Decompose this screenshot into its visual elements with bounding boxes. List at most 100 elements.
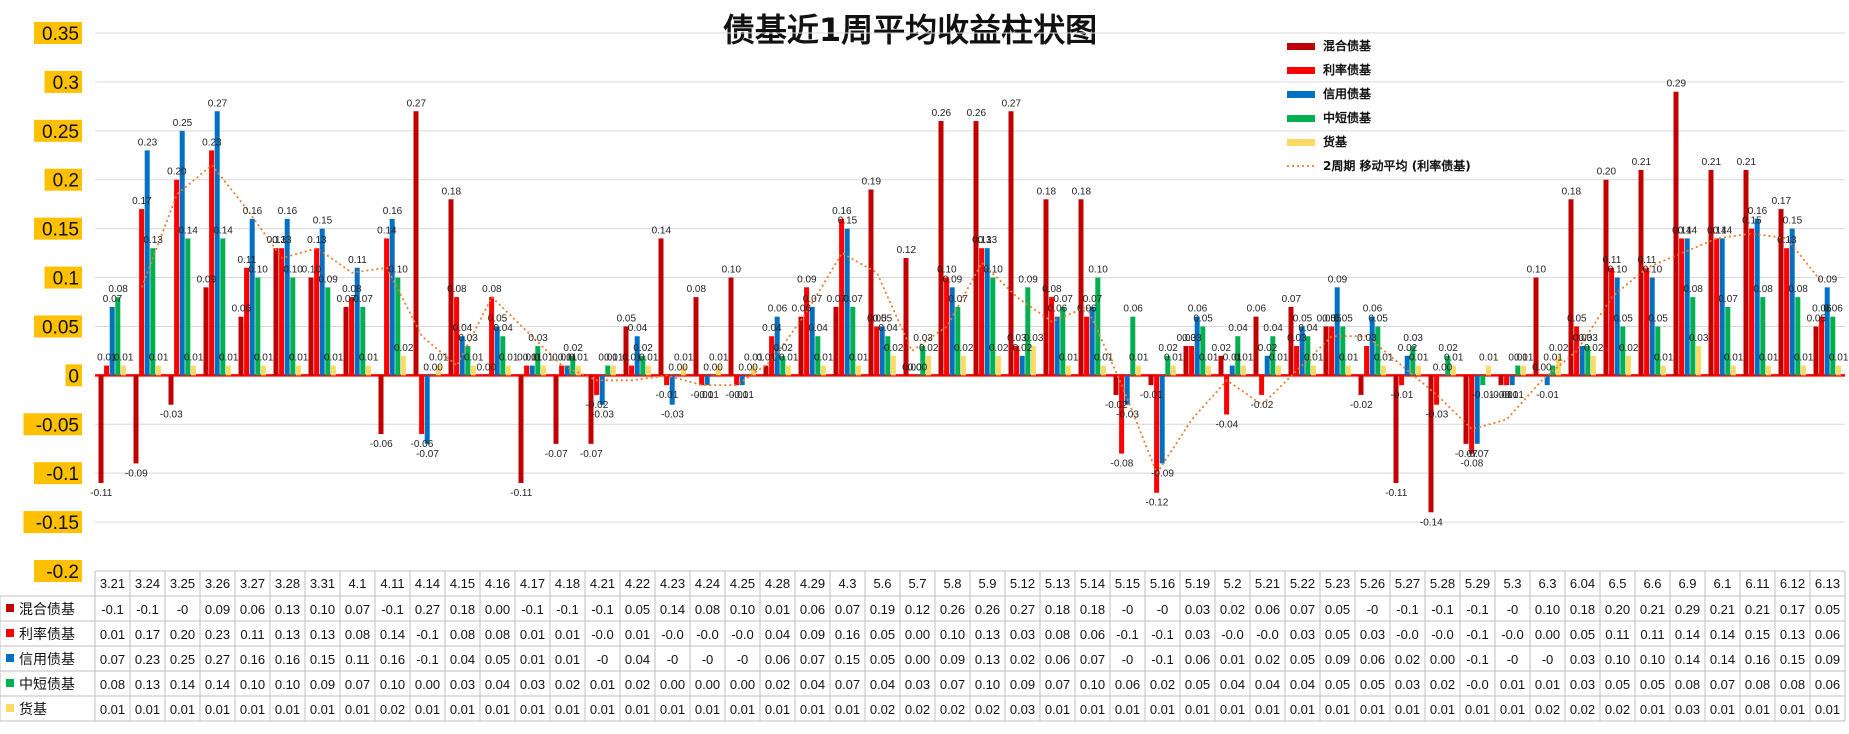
bar	[1119, 375, 1125, 454]
table-cell: 0.00	[1535, 627, 1560, 642]
data-label: 0.16	[1748, 206, 1768, 217]
bar	[1205, 365, 1211, 376]
bar	[1679, 238, 1685, 376]
bars	[98, 91, 1841, 513]
table-cell: -0	[1122, 652, 1134, 667]
table-cell: 0.06	[1360, 652, 1385, 667]
ytick-label: 0.2	[53, 171, 79, 192]
table-cell: 0.14	[1710, 627, 1735, 642]
bar	[244, 267, 250, 376]
bar	[1485, 365, 1491, 376]
table-cell: 0.10	[940, 627, 965, 642]
bar	[710, 375, 716, 376]
data-label: 0.14	[1707, 225, 1727, 236]
table-cell: 0.06	[1045, 652, 1070, 667]
bar	[150, 248, 156, 376]
table-cell: 0.27	[205, 652, 230, 667]
data-label: 0.04	[878, 323, 898, 334]
data-label: 0.08	[687, 284, 707, 295]
data-label: 0.16	[383, 206, 403, 217]
table-cell: 0.06	[1815, 627, 1840, 642]
data-label: 0.08	[447, 284, 467, 295]
bar	[343, 306, 349, 376]
bar	[489, 297, 495, 376]
table-cell: 0.01	[135, 702, 160, 717]
bar	[745, 375, 751, 376]
data-label: -0.07	[1455, 449, 1478, 460]
category-label: 4.21	[590, 576, 615, 591]
bar	[1609, 267, 1615, 376]
table-cell: 0.05	[1640, 677, 1665, 692]
y-axis: 0.35 0.3 0.25 0.2 0.15 0.1 0.05 0 -0.05 -0.1 -0.15…	[23, 22, 82, 583]
bar	[1305, 336, 1311, 376]
data-label: 0.01	[464, 353, 484, 364]
table-cell: 0.07	[345, 602, 370, 617]
category-label: 4.18	[555, 576, 580, 591]
table-cell: 0.01	[1185, 702, 1210, 717]
category-label: 5.22	[1290, 576, 1315, 591]
data-label: 0.18	[1037, 186, 1057, 197]
ytick-highlight	[34, 217, 82, 240]
data-label: -0.01	[691, 390, 714, 401]
bar	[1194, 316, 1200, 376]
table-series-name: 混合债基	[19, 601, 75, 618]
data-label: 0.15	[1783, 216, 1803, 227]
ytick-label: 0.3	[53, 73, 79, 94]
legend-swatch	[1287, 115, 1315, 122]
table-cell: 0.03	[1570, 652, 1595, 667]
bar	[704, 375, 710, 386]
data-label: 0.10	[1608, 265, 1628, 276]
bar	[1183, 346, 1189, 376]
bar	[1520, 365, 1526, 376]
table-cell: 0.13	[1780, 627, 1805, 642]
table-cell: 0.03	[1010, 627, 1035, 642]
data-label: -0.07	[545, 449, 568, 460]
ytick-label: 0	[68, 366, 79, 387]
table-cell: 0.05	[1605, 677, 1630, 692]
table-cell: 0.00	[660, 677, 685, 692]
data-label: 0.09	[1818, 274, 1838, 285]
table-cell: 0.06	[240, 602, 265, 617]
table-series-key	[6, 654, 14, 662]
data-label: 0.01	[757, 353, 777, 364]
data-label: 0.13	[143, 235, 163, 246]
data-label: 0.11	[348, 255, 367, 266]
table-series-name: 中短债基	[19, 676, 75, 693]
bar	[1135, 365, 1141, 376]
data-label: 0.19	[862, 177, 882, 188]
data-label: -0.07	[580, 449, 603, 460]
table-cell: 0.01	[205, 702, 230, 717]
table-cell: 0.15	[1780, 652, 1805, 667]
ytick-label: -0.15	[36, 513, 79, 534]
data-label: 0.01	[744, 353, 764, 364]
bar	[570, 355, 576, 376]
bar	[1800, 365, 1806, 376]
table-cell: -0.1	[1116, 627, 1138, 642]
table-cell: 0.01	[1045, 702, 1070, 717]
data-label: 0.01	[598, 353, 618, 364]
data-label: 0.01	[779, 353, 799, 364]
bar	[249, 218, 255, 376]
data-label: 0.01	[114, 353, 134, 364]
data-label: 0.04	[1298, 323, 1318, 334]
data-label: 0.01	[149, 353, 169, 364]
bar	[734, 375, 740, 386]
bar	[1813, 326, 1819, 376]
data-label: 0.01	[254, 353, 274, 364]
bar	[1060, 306, 1066, 376]
data-label: 0.07	[1083, 294, 1103, 305]
table-cell: 0.01	[625, 702, 650, 717]
table-cell: 0.05	[625, 602, 650, 617]
data-label: -0.01	[1472, 390, 1495, 401]
bar	[1469, 375, 1475, 454]
data-label: 0.10	[1527, 265, 1547, 276]
bar	[435, 365, 441, 376]
bar	[1708, 169, 1714, 376]
bar	[144, 150, 150, 376]
bar	[1725, 306, 1731, 376]
bar	[680, 365, 686, 376]
bar	[1835, 365, 1841, 376]
table-cell: 0.04	[1290, 677, 1315, 692]
table-cell: 0.02	[625, 677, 650, 692]
table-series-key	[6, 679, 14, 687]
